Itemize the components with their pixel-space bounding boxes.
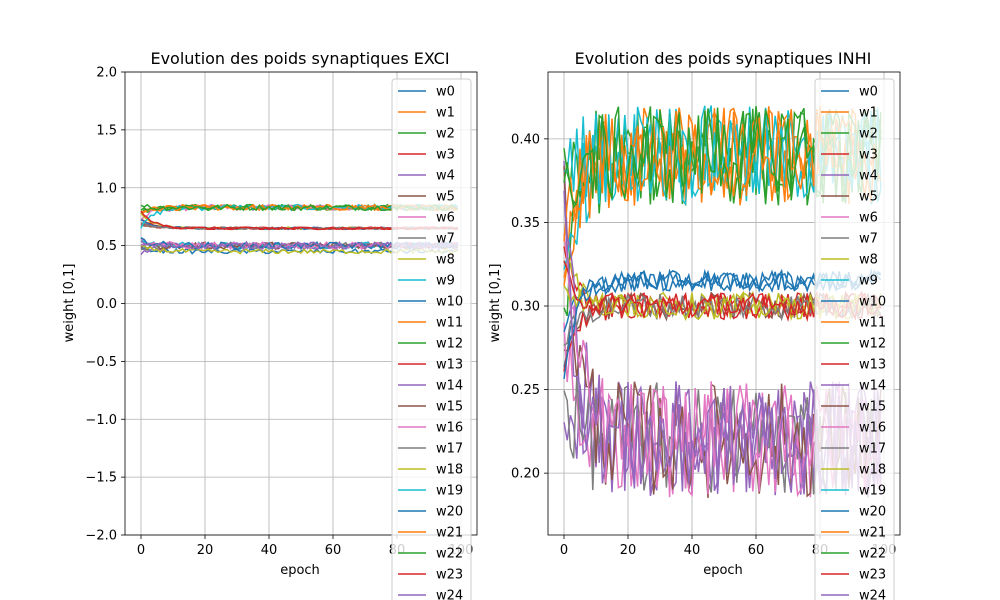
x-tick-label: 20 <box>620 543 637 558</box>
legend-label: w24 <box>859 589 886 600</box>
axes-frame <box>547 71 901 536</box>
legend-label: w16 <box>436 421 463 436</box>
x-tick-label: 40 <box>684 543 701 558</box>
y-tick-label: 0.35 <box>511 216 540 231</box>
legend-label: w10 <box>436 295 463 310</box>
legend-label: w21 <box>436 526 463 541</box>
legend-label: w8 <box>436 253 455 268</box>
legend-label: w12 <box>436 337 463 352</box>
y-tick-label: 0.25 <box>511 383 540 398</box>
legend-label: w10 <box>859 295 886 310</box>
legend-label: w15 <box>859 400 886 415</box>
y-tick-label: 0.20 <box>511 467 540 482</box>
x-tick-label: 0 <box>560 543 568 558</box>
legend-label: w2 <box>436 127 455 142</box>
legend-label: w4 <box>436 169 455 184</box>
legend-label: w12 <box>859 337 886 352</box>
y-tick-label: 0.30 <box>511 300 540 315</box>
legend-label: w8 <box>859 253 878 268</box>
legend-label: w18 <box>436 463 463 478</box>
y-tick-label: −1.0 <box>85 413 117 428</box>
legend-label: w18 <box>859 463 886 478</box>
legend-label: w7 <box>859 232 878 247</box>
exci-x-axis-label: epoch <box>280 563 320 578</box>
legend-label: w16 <box>859 421 886 436</box>
legend-label: w14 <box>436 379 463 394</box>
legend-label: w2 <box>859 127 878 142</box>
inhi-chart: Evolution des poids synaptiques INHI epo… <box>488 49 901 600</box>
legend-label: w21 <box>859 526 886 541</box>
legend-label: w14 <box>859 379 886 394</box>
legend-label: w11 <box>436 316 463 331</box>
legend-label: w3 <box>859 148 878 163</box>
legend-label: w5 <box>859 190 878 205</box>
y-tick-label: 0.5 <box>96 239 117 254</box>
legend-label: w15 <box>436 400 463 415</box>
exci-chart-title: Evolution des poids synaptiques EXCI <box>150 49 449 68</box>
x-tick-label: 20 <box>197 543 214 558</box>
legend: w0 w1 w2 w3 w4 w5 w6 w7 w8 w9 w10 w11 w12 w13 w14 w15 w1… <box>814 78 895 600</box>
x-tick-label: 60 <box>748 543 765 558</box>
legend-label: w9 <box>436 274 455 289</box>
legend-label: w23 <box>859 568 886 583</box>
legend-label: w17 <box>859 442 886 457</box>
legend-label: w7 <box>436 232 455 247</box>
legend-label: w24 <box>436 589 463 600</box>
legend-label: w19 <box>436 484 463 499</box>
legend-label: w1 <box>436 106 455 121</box>
legend-label: w0 <box>859 85 878 100</box>
legend-label: w17 <box>436 442 463 457</box>
legend-label: w9 <box>859 274 878 289</box>
y-tick-label: 1.0 <box>96 181 117 196</box>
inhi-chart-title: Evolution des poids synaptiques INHI <box>575 49 872 68</box>
legend-label: w0 <box>436 85 455 100</box>
legend-label: w5 <box>436 190 455 205</box>
x-tick-label: 40 <box>261 543 278 558</box>
legend-label: w6 <box>436 211 455 226</box>
legend-label: w20 <box>859 505 886 520</box>
exci-y-axis-label: weight [0,1] <box>62 264 77 343</box>
x-tick-label: 60 <box>325 543 342 558</box>
exci-chart: Evolution des poids synaptiques EXCI epo… <box>62 49 478 600</box>
legend-label: w4 <box>859 169 878 184</box>
legend-label: w19 <box>859 484 886 499</box>
y-tick-label: 1.5 <box>96 123 117 138</box>
legend-label: w3 <box>436 148 455 163</box>
inhi-x-axis-label: epoch <box>703 563 743 578</box>
legend-label: w11 <box>859 316 886 331</box>
legend-label: w6 <box>859 211 878 226</box>
legend-label: w13 <box>859 358 886 373</box>
legend-label: w23 <box>436 568 463 583</box>
y-tick-label: −0.5 <box>85 355 117 370</box>
y-tick-label: 0.0 <box>96 297 117 312</box>
legend-label: w1 <box>859 106 878 121</box>
legend-label: w13 <box>436 358 463 373</box>
legend-label: w20 <box>436 505 463 520</box>
x-tick-label: 0 <box>137 543 145 558</box>
legend: w0 w1 w2 w3 w4 w5 w6 w7 w8 w9 w10 w11 w12 w13 w14 w15 w1… <box>391 78 472 600</box>
legend-label: w22 <box>436 547 463 562</box>
y-tick-label: −2.0 <box>85 529 117 544</box>
y-tick-label: 2.0 <box>96 66 117 81</box>
y-tick-label: −1.5 <box>85 471 117 486</box>
inhi-y-axis-label: weight [0,1] <box>488 264 503 343</box>
legend-label: w22 <box>859 547 886 562</box>
axes-frame <box>124 71 478 536</box>
y-tick-label: 0.40 <box>511 132 540 147</box>
